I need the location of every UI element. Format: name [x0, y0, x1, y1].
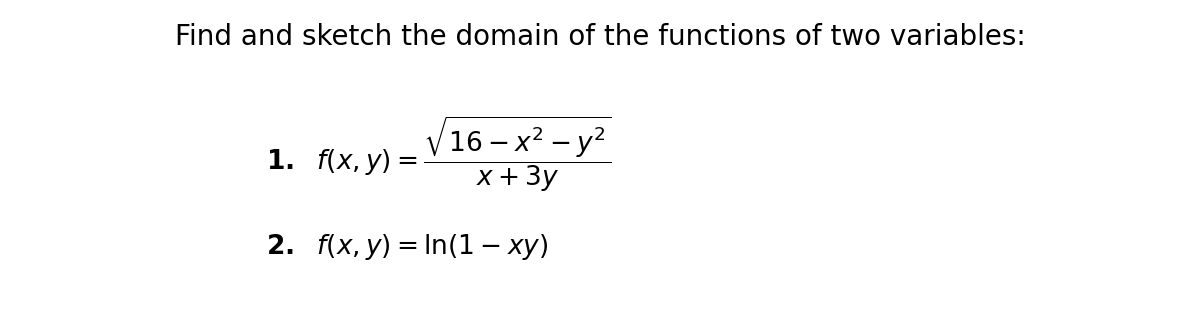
Text: $\mathbf{2.}\ \ f(x, y) = \ln(1 - xy)$: $\mathbf{2.}\ \ f(x, y) = \ln(1 - xy)$ [265, 231, 548, 262]
Text: Find and sketch the domain of the functions of two variables:: Find and sketch the domain of the functi… [175, 23, 1025, 52]
Text: $\mathbf{1.}\ \ f(x, y) = \dfrac{\sqrt{16 - x^2 - y^2}}{x + 3y}$: $\mathbf{1.}\ \ f(x, y) = \dfrac{\sqrt{1… [265, 115, 611, 194]
